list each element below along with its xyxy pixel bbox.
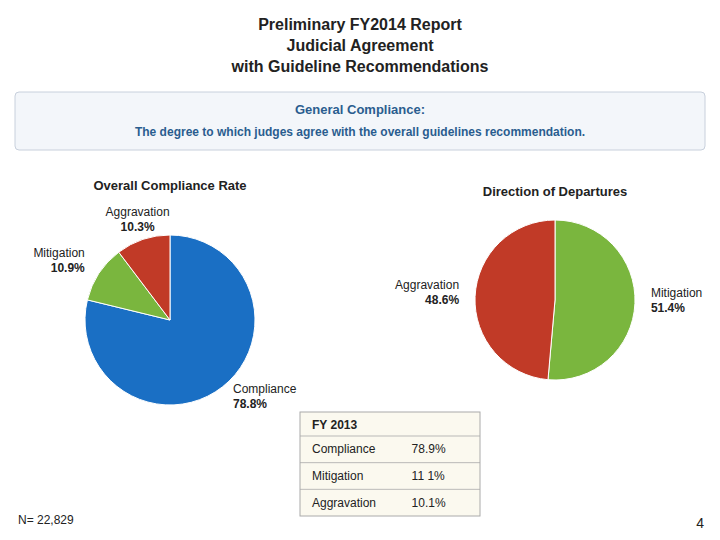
- pie-slice: [475, 220, 555, 380]
- pie-slice: [119, 235, 170, 320]
- data-label: Aggravation10.3%: [106, 205, 170, 234]
- data-label-category: Compliance: [233, 382, 297, 396]
- page: Preliminary FY2014 Report Judicial Agreem…: [0, 0, 720, 540]
- data-label-category: Aggravation: [395, 278, 459, 292]
- data-label-value: 51.4%: [651, 301, 685, 315]
- pie-title: Direction of Departures: [483, 184, 627, 199]
- table-cell: 78.9%: [412, 442, 446, 456]
- data-label: Mitigation51.4%: [651, 286, 702, 315]
- data-label-category: Aggravation: [106, 205, 170, 219]
- title: with Guideline Recommendations: [231, 58, 489, 75]
- data-label-value: 78.8%: [233, 397, 267, 411]
- pie: [85, 235, 255, 405]
- subtitle-banner: [15, 92, 705, 150]
- title: Preliminary FY2014 Report: [258, 16, 462, 33]
- data-label: Aggravation48.6%: [395, 278, 459, 307]
- data-label: Compliance78.8%: [233, 382, 297, 411]
- data-label-value: 10.9%: [51, 261, 85, 275]
- data-label-value: 48.6%: [425, 293, 459, 307]
- subtitle: The degree to which judges agree with th…: [135, 125, 585, 139]
- title: Judicial Agreement: [286, 37, 434, 54]
- data-label: Mitigation10.9%: [33, 246, 85, 275]
- data-label-category: Mitigation: [33, 246, 84, 260]
- data-label-category: Mitigation: [651, 286, 702, 300]
- subtitle: General Compliance:: [295, 102, 425, 117]
- background: [0, 0, 720, 540]
- pie-slice: [548, 220, 635, 380]
- n-label: N= 22,829: [18, 513, 74, 527]
- table-divider: [300, 436, 480, 437]
- table-row-label: Aggravation: [312, 496, 376, 510]
- table-row-label: Mitigation: [312, 469, 363, 483]
- page-number: 4: [696, 515, 704, 531]
- table: FY 2013 Compliance 78.9% Mitigation 11 1% Agg…: [300, 412, 480, 516]
- table-divider: [300, 489, 480, 490]
- table-divider: [300, 462, 480, 463]
- pie-slice: [85, 235, 255, 405]
- table-row-label: Compliance: [312, 442, 376, 456]
- table-cell: 10.1%: [412, 496, 446, 510]
- table-title: FY 2013: [312, 418, 357, 432]
- data-label-value: 10.3%: [121, 220, 155, 234]
- table-frame: [300, 412, 480, 516]
- pie: [475, 220, 635, 380]
- table-cell: 11 1%: [412, 469, 445, 483]
- pie-title: Overall Compliance Rate: [93, 178, 246, 193]
